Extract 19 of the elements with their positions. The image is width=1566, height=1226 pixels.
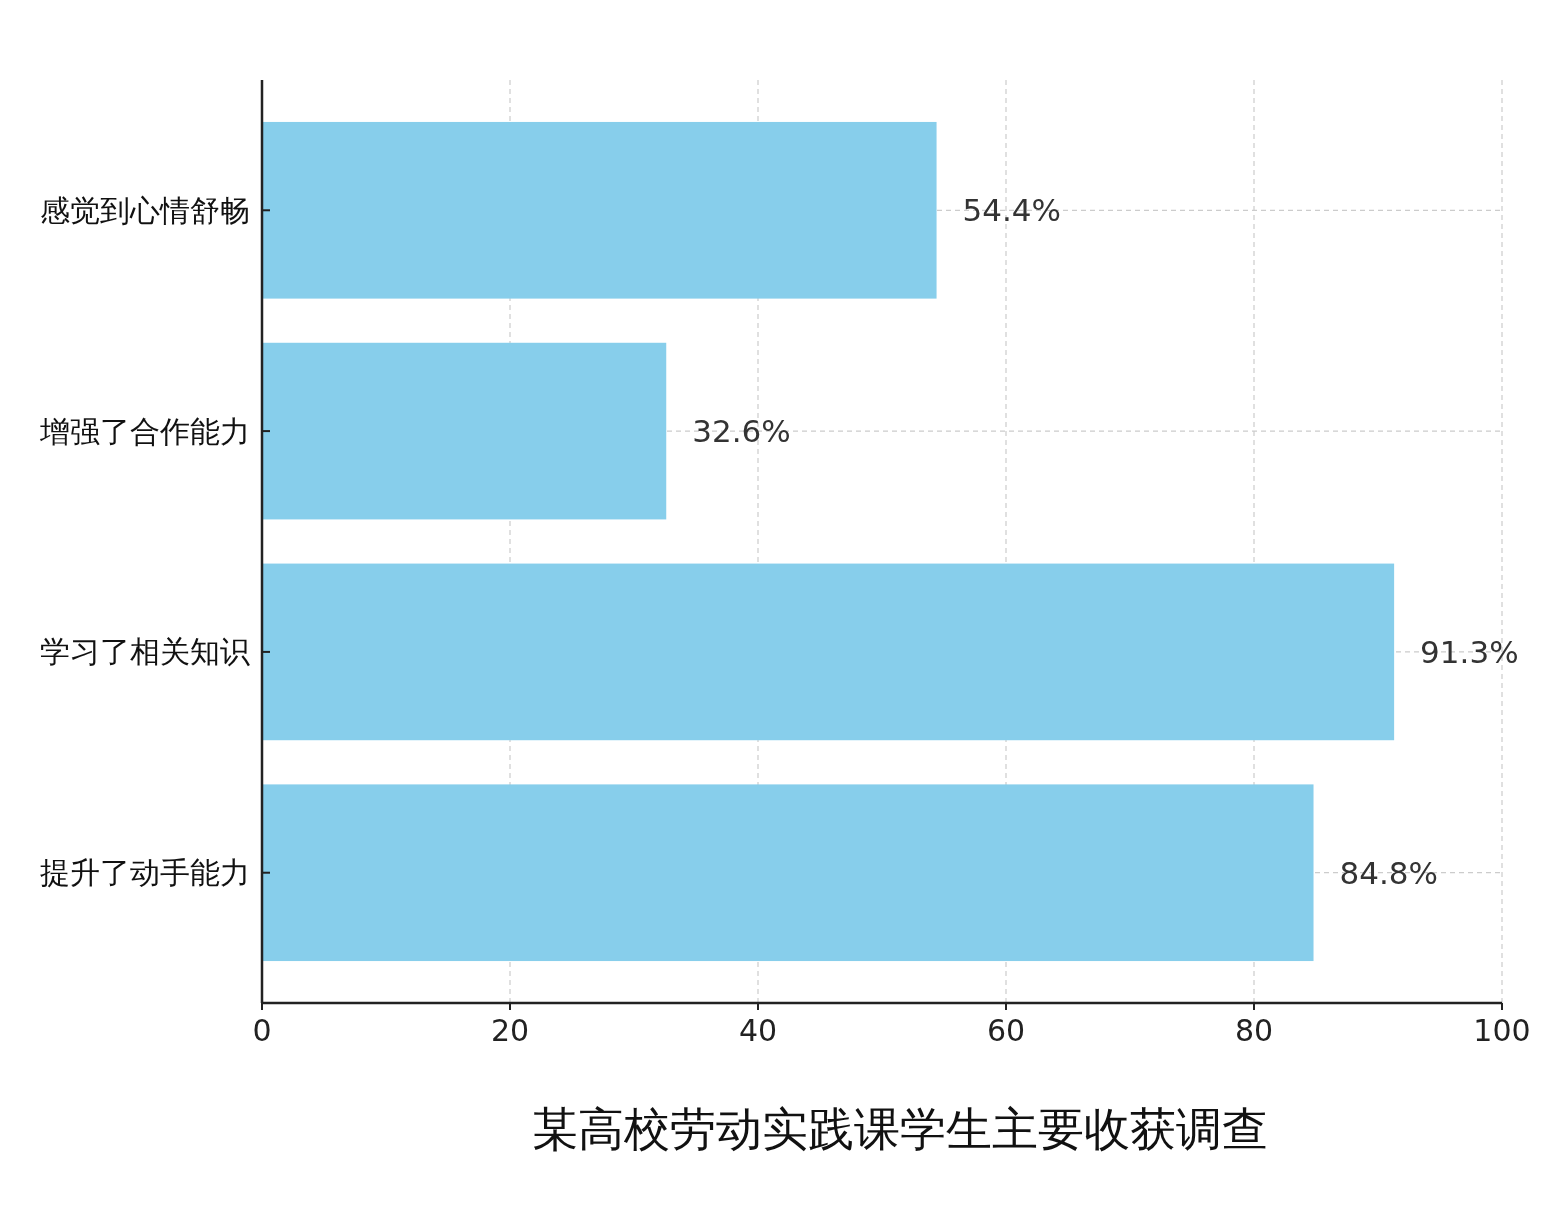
text: 某高校劳动实践课学生主要收获调查 bbox=[532, 1102, 1268, 1156]
y-tick-label: 增强了合作能力 bbox=[39, 413, 250, 449]
bar bbox=[262, 342, 667, 520]
x-tick-label: 60 bbox=[986, 1013, 1026, 1048]
bar bbox=[262, 121, 937, 299]
bar bbox=[262, 784, 1314, 962]
y-tick-label: 感觉到心情舒畅 bbox=[40, 192, 250, 228]
bar bbox=[262, 563, 1395, 741]
x-tick-label: 100 bbox=[1473, 1013, 1531, 1048]
data-label: 32.6% bbox=[692, 413, 791, 450]
data-label: 91.3% bbox=[1420, 633, 1519, 670]
y-tick-label: 学习了相关知识 bbox=[40, 634, 250, 670]
x-tick-label: 40 bbox=[738, 1013, 778, 1048]
x-tick-label: 20 bbox=[490, 1013, 530, 1048]
data-label: 84.8% bbox=[1339, 854, 1438, 891]
data-label: 54.4% bbox=[962, 192, 1062, 229]
x-tick-label: 0 bbox=[252, 1013, 272, 1048]
x-tick-label: 80 bbox=[1234, 1013, 1274, 1048]
y-tick-label: 提升了动手能力 bbox=[40, 855, 250, 891]
